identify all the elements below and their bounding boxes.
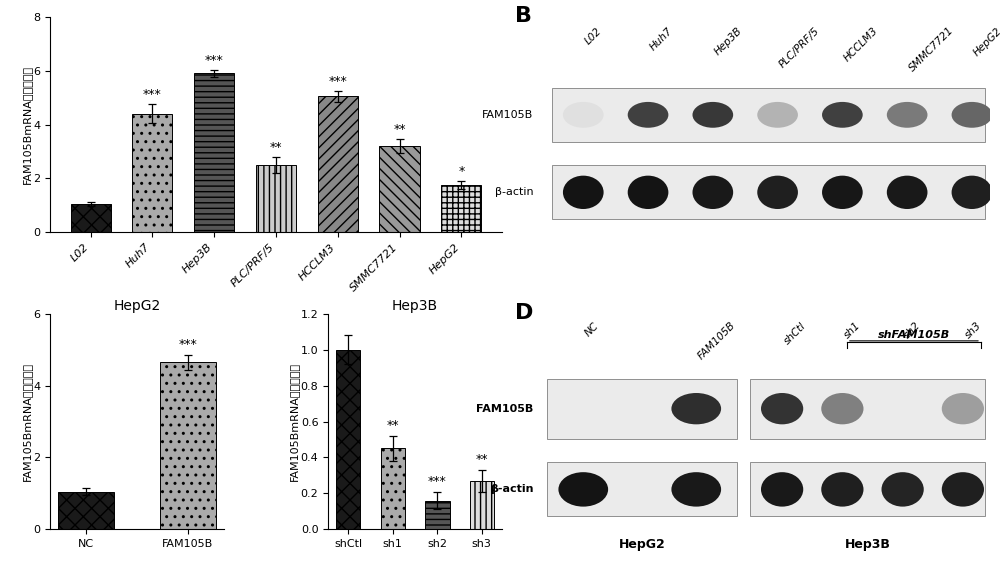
Text: *: * [458, 165, 464, 178]
Bar [552, 166, 985, 219]
Bar [194, 73, 234, 232]
Bar [160, 363, 216, 529]
Y-axis label: FAM105BmRNA相对表达量: FAM105BmRNA相对表达量 [22, 362, 32, 481]
Ellipse shape [563, 102, 604, 128]
Title: Hep3B: Hep3B [392, 299, 438, 313]
Bar [441, 185, 481, 232]
Bar [58, 491, 114, 529]
Text: D: D [515, 303, 534, 323]
Ellipse shape [757, 102, 798, 128]
Text: shCtl: shCtl [782, 320, 808, 346]
Text: β-actin: β-actin [490, 484, 534, 494]
Text: ***: *** [328, 75, 347, 88]
Bar [381, 449, 405, 529]
Ellipse shape [882, 393, 924, 425]
Ellipse shape [822, 102, 863, 128]
Ellipse shape [692, 102, 733, 128]
Text: ***: *** [428, 475, 447, 488]
Bar [547, 462, 737, 516]
Ellipse shape [821, 472, 863, 507]
Text: Huh7: Huh7 [648, 25, 675, 52]
Text: L02: L02 [583, 25, 604, 46]
Ellipse shape [558, 393, 608, 425]
Text: FAM105B: FAM105B [476, 404, 534, 414]
Bar [132, 114, 172, 232]
Ellipse shape [761, 472, 803, 507]
Text: FAM105B: FAM105B [696, 320, 738, 362]
Ellipse shape [628, 102, 668, 128]
Text: HCCLM3: HCCLM3 [842, 25, 880, 64]
Ellipse shape [821, 393, 863, 425]
Text: NC: NC [583, 320, 601, 338]
Ellipse shape [671, 393, 721, 425]
Text: PLC/PRF/5: PLC/PRF/5 [778, 25, 822, 70]
Ellipse shape [822, 176, 863, 209]
Bar [552, 88, 985, 142]
Ellipse shape [761, 393, 803, 425]
Y-axis label: FAM105BmRNA相对表达量: FAM105BmRNA相对表达量 [22, 65, 32, 184]
Text: **: ** [476, 453, 488, 466]
Text: Hep3B: Hep3B [713, 25, 744, 57]
Bar [318, 96, 358, 232]
Bar [379, 146, 420, 232]
Bar [750, 378, 985, 439]
Text: ***: *** [205, 54, 224, 67]
Bar [750, 462, 985, 516]
Bar [336, 350, 360, 529]
Ellipse shape [882, 472, 924, 507]
Text: **: ** [270, 141, 282, 154]
Ellipse shape [887, 176, 927, 209]
Ellipse shape [628, 176, 668, 209]
Ellipse shape [887, 102, 927, 128]
Ellipse shape [558, 472, 608, 507]
Bar [425, 501, 450, 529]
Ellipse shape [671, 472, 721, 507]
Text: HepG2: HepG2 [972, 25, 1000, 57]
Ellipse shape [952, 102, 992, 128]
Text: SMMC7721: SMMC7721 [907, 25, 955, 74]
Text: Hep3B: Hep3B [845, 538, 891, 551]
Text: HepG2: HepG2 [619, 538, 665, 551]
Ellipse shape [942, 472, 984, 507]
Text: FAM105B: FAM105B [482, 110, 534, 120]
Y-axis label: FAM105BmRNA相对表达量: FAM105BmRNA相对表达量 [289, 362, 299, 481]
Bar [547, 378, 737, 439]
Bar [256, 165, 296, 232]
Text: ***: *** [179, 338, 197, 351]
Text: sh1: sh1 [842, 320, 863, 341]
Text: B: B [515, 6, 532, 26]
Text: β-actin: β-actin [495, 187, 534, 197]
Text: sh3: sh3 [963, 320, 983, 341]
Ellipse shape [952, 176, 992, 209]
Ellipse shape [757, 176, 798, 209]
Ellipse shape [942, 393, 984, 425]
Text: sh2: sh2 [903, 320, 923, 341]
Text: shFAM105B: shFAM105B [878, 330, 950, 340]
Text: ***: *** [143, 88, 162, 101]
Title: HepG2: HepG2 [113, 299, 161, 313]
Ellipse shape [563, 176, 604, 209]
Text: **: ** [387, 419, 399, 432]
Text: **: ** [393, 123, 406, 136]
Bar [470, 481, 494, 529]
Ellipse shape [692, 176, 733, 209]
Bar [71, 204, 111, 232]
